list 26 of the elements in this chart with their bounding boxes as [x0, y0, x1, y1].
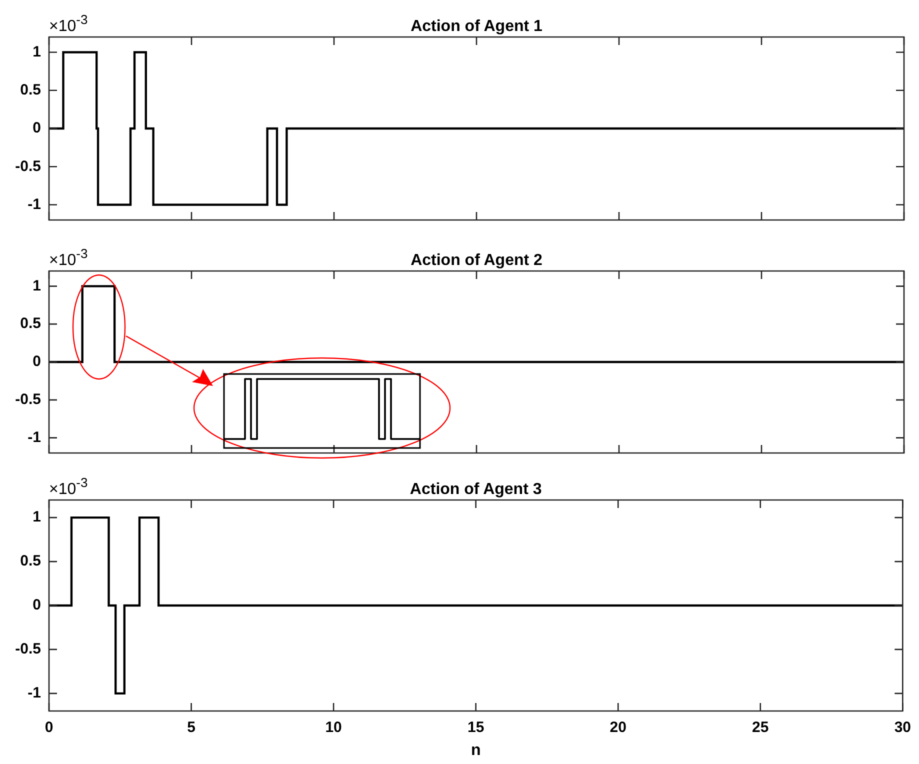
y-tick-label: 0.5: [20, 315, 41, 332]
chart-title: Action of Agent 3: [410, 481, 542, 498]
y-tick-label: 1: [32, 508, 41, 526]
y-tick-label: 0.5: [20, 552, 41, 570]
y-tick-label: -1: [28, 196, 41, 213]
y-tick-label: -0.5: [15, 640, 41, 658]
y-tick-label: -0.5: [15, 391, 41, 408]
y-tick-label: 0.5: [20, 82, 41, 99]
y-tick-label: 1: [32, 43, 41, 60]
x-axis-title: n: [470, 742, 481, 759]
x-tick-label: 10: [325, 719, 342, 736]
x-tick-label: 5: [187, 719, 196, 736]
y-tick-label: -1: [28, 428, 41, 446]
y-tick-label: 0: [32, 596, 41, 614]
chart-title: Action of Agent 2: [410, 252, 543, 269]
x-tick-label: 0: [44, 719, 54, 736]
x-tick-label: 15: [467, 719, 484, 736]
y-tick-label: 0: [32, 353, 41, 370]
x-tick-label: 25: [752, 719, 769, 736]
y-tick-label: 0: [32, 120, 41, 137]
x-tick-label: 20: [610, 719, 626, 736]
chart-title: Action of Agent 1: [410, 18, 543, 35]
y-tick-label: -1: [28, 684, 41, 702]
x-tick-label: 30: [894, 719, 911, 736]
y-tick-label: -0.5: [15, 158, 41, 175]
y-tick-label: 1: [32, 277, 41, 294]
